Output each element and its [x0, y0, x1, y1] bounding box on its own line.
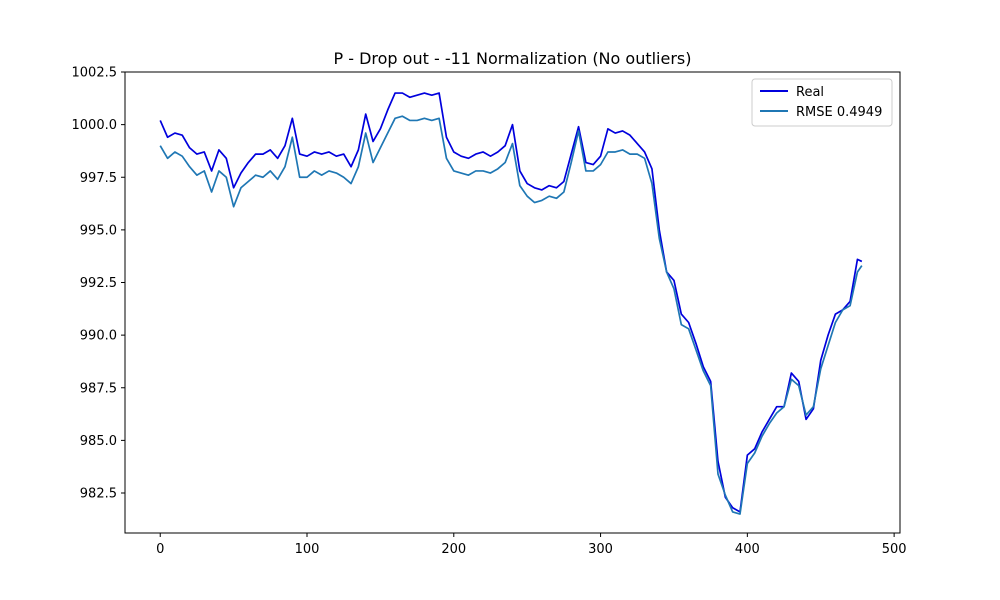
y-tick-label: 995.0 — [80, 223, 117, 238]
x-axis: 0 100 200 300 400 500 — [156, 533, 907, 557]
x-tick-label: 500 — [882, 542, 907, 557]
y-tick-label: 990.0 — [80, 329, 117, 344]
x-tick-label: 400 — [735, 542, 760, 557]
x-tick-label: 200 — [441, 542, 466, 557]
y-tick-label: 987.5 — [80, 381, 117, 396]
legend: Real RMSE 0.4949 — [751, 78, 893, 127]
series-line-real — [159, 92, 863, 513]
plot-lines — [159, 92, 863, 515]
y-tick-label: 985.0 — [80, 434, 117, 449]
plot-frame — [124, 71, 901, 534]
y-tick-label: 982.5 — [80, 487, 117, 502]
series-line-rmse — [159, 115, 863, 515]
y-tick-label: 1000.0 — [72, 118, 118, 133]
chart-title: P - Drop out - -11 Normalization (No out… — [334, 49, 692, 68]
y-tick-label: 997.5 — [80, 171, 117, 186]
y-tick-label: 992.5 — [80, 276, 117, 291]
x-tick-label: 0 — [156, 542, 164, 557]
x-tick-label: 300 — [588, 542, 613, 557]
x-tick-label: 100 — [295, 542, 320, 557]
legend-label-real: Real — [796, 85, 824, 100]
y-axis: 982.5 985.0 987.5 990.0 992.5 995.0 997.5 1000.… — [72, 66, 125, 502]
y-tick-label: 1002.5 — [72, 66, 118, 81]
legend-label-rmse: RMSE 0.4949 — [796, 105, 882, 120]
